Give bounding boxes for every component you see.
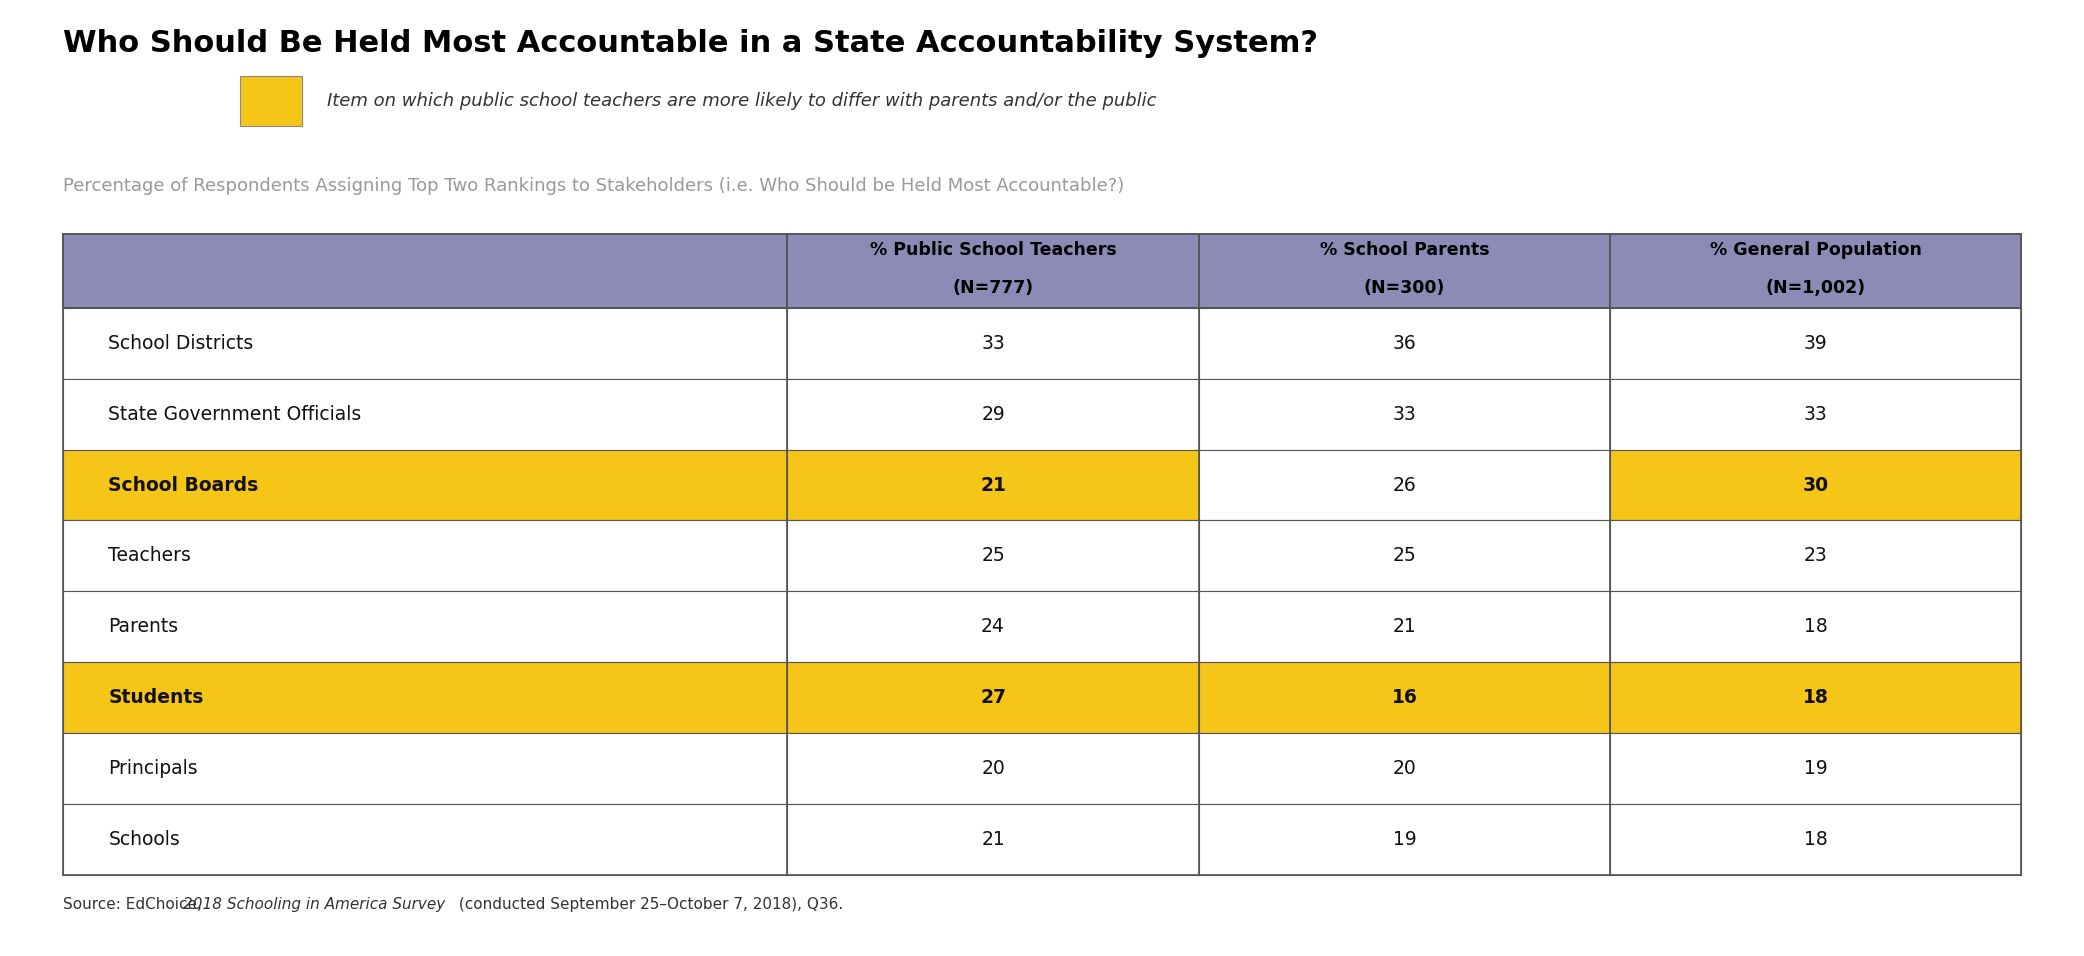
Text: 36: 36 (1392, 334, 1417, 353)
Text: State Government Officials: State Government Officials (108, 404, 363, 424)
Text: Item on which public school teachers are more likely to differ with parents and/: Item on which public school teachers are… (327, 93, 1157, 110)
Text: 39: 39 (1805, 334, 1828, 353)
Text: 25: 25 (1392, 547, 1417, 565)
Text: 26: 26 (1392, 475, 1417, 494)
Text: (N=777): (N=777) (952, 279, 1034, 297)
Text: 21: 21 (979, 475, 1007, 494)
Text: 20: 20 (1392, 759, 1417, 778)
Text: 30: 30 (1803, 475, 1830, 494)
Text: (N=1,002): (N=1,002) (1765, 279, 1865, 297)
Text: 33: 33 (1392, 404, 1417, 424)
Text: 2018 Schooling in America Survey: 2018 Schooling in America Survey (183, 897, 446, 912)
Text: 18: 18 (1805, 618, 1828, 637)
Text: 33: 33 (982, 334, 1004, 353)
Text: 25: 25 (982, 547, 1004, 565)
Text: 20: 20 (982, 759, 1004, 778)
Text: (N=300): (N=300) (1363, 279, 1444, 297)
Text: School Districts: School Districts (108, 334, 254, 353)
Text: 33: 33 (1805, 404, 1828, 424)
Text: Principals: Principals (108, 759, 198, 778)
Text: Percentage of Respondents Assigning Top Two Rankings to Stakeholders (i.e. Who S: Percentage of Respondents Assigning Top … (63, 177, 1123, 195)
Text: 27: 27 (979, 688, 1007, 707)
Text: Students: Students (108, 688, 204, 707)
Text: School Boards: School Boards (108, 475, 258, 494)
Text: 16: 16 (1392, 688, 1417, 707)
Text: Teachers: Teachers (108, 547, 192, 565)
Text: Schools: Schools (108, 830, 179, 849)
Text: 18: 18 (1805, 830, 1828, 849)
Text: % Public School Teachers: % Public School Teachers (869, 241, 1117, 259)
Text: Who Should Be Held Most Accountable in a State Accountability System?: Who Should Be Held Most Accountable in a… (63, 29, 1317, 57)
Text: (conducted September 25–October 7, 2018), Q36.: (conducted September 25–October 7, 2018)… (454, 897, 844, 912)
Text: Parents: Parents (108, 618, 179, 637)
Text: 21: 21 (982, 830, 1004, 849)
Text: 19: 19 (1805, 759, 1828, 778)
Text: 24: 24 (982, 618, 1004, 637)
Text: 19: 19 (1392, 830, 1417, 849)
Text: % General Population: % General Population (1709, 241, 1921, 259)
Text: 23: 23 (1805, 547, 1828, 565)
Text: 29: 29 (982, 404, 1004, 424)
Text: 18: 18 (1803, 688, 1830, 707)
Text: 21: 21 (1392, 618, 1417, 637)
Text: % School Parents: % School Parents (1319, 241, 1490, 259)
Text: Source: EdChoice,: Source: EdChoice, (63, 897, 206, 912)
